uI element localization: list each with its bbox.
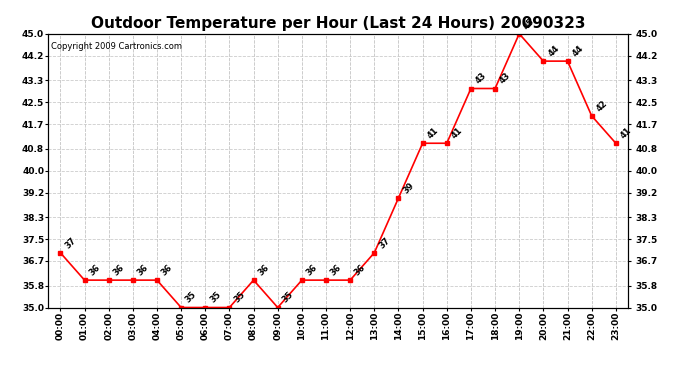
Text: 37: 37: [63, 236, 78, 250]
Text: 44: 44: [546, 44, 561, 58]
Text: 45: 45: [522, 16, 537, 31]
Text: 36: 36: [160, 263, 175, 278]
Text: 35: 35: [184, 290, 199, 305]
Text: 36: 36: [112, 263, 126, 278]
Text: 42: 42: [595, 98, 609, 113]
Text: 37: 37: [377, 236, 392, 250]
Text: 36: 36: [329, 263, 344, 278]
Text: 36: 36: [353, 263, 368, 278]
Text: 36: 36: [305, 263, 319, 278]
Text: 35: 35: [208, 290, 223, 305]
Text: 36: 36: [88, 263, 102, 278]
Text: Copyright 2009 Cartronics.com: Copyright 2009 Cartronics.com: [51, 42, 182, 51]
Text: 41: 41: [450, 126, 464, 141]
Text: 41: 41: [619, 126, 633, 141]
Text: 39: 39: [402, 181, 416, 195]
Text: 35: 35: [233, 290, 247, 305]
Text: 44: 44: [571, 44, 585, 58]
Text: 35: 35: [281, 290, 295, 305]
Title: Outdoor Temperature per Hour (Last 24 Hours) 20090323: Outdoor Temperature per Hour (Last 24 Ho…: [91, 16, 585, 31]
Text: 41: 41: [426, 126, 440, 141]
Text: 36: 36: [257, 263, 271, 278]
Text: 36: 36: [136, 263, 150, 278]
Text: 43: 43: [498, 71, 513, 86]
Text: 43: 43: [474, 71, 489, 86]
